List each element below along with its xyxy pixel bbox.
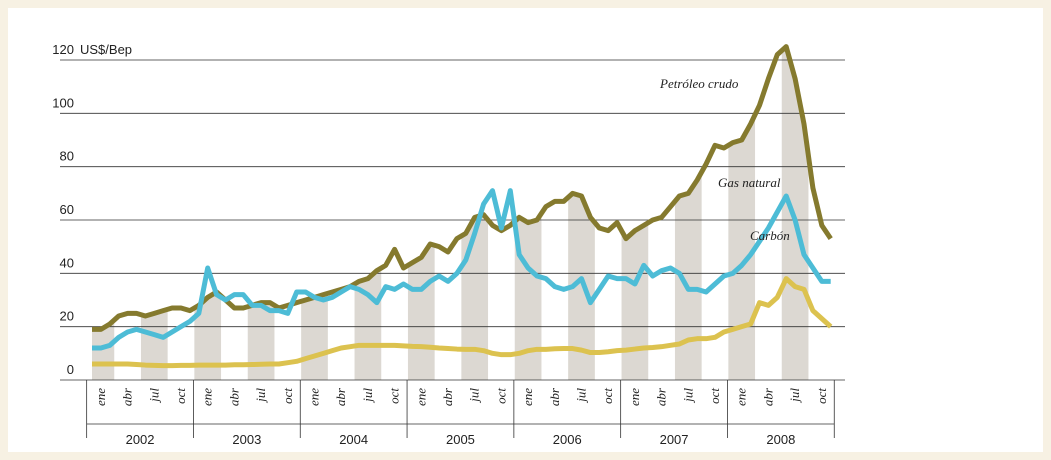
x-tick-label: ene xyxy=(200,388,215,406)
x-tick-label: jul xyxy=(680,388,695,404)
y-tick-label: 100 xyxy=(52,95,74,110)
x-tick-label: oct xyxy=(600,388,615,404)
y-tick-label: 40 xyxy=(60,255,74,270)
x-tick-label: abr xyxy=(547,387,562,406)
x-tick-label: jul xyxy=(574,388,589,404)
x-tick-label: ene xyxy=(734,388,749,406)
y-tick-label: 80 xyxy=(60,149,74,164)
x-tick-label: ene xyxy=(413,388,428,406)
series-line xyxy=(92,276,833,369)
x-tick-label: jul xyxy=(787,388,802,404)
x-tick-label: jul xyxy=(253,388,268,404)
year-label: 2003 xyxy=(232,432,261,447)
x-tick-label: abr xyxy=(654,387,669,406)
x-tick-label: ene xyxy=(627,388,642,406)
year-label: 2002 xyxy=(126,432,155,447)
x-tick-label: oct xyxy=(173,388,188,404)
x-tick-label: ene xyxy=(93,388,108,406)
x-tick-label: oct xyxy=(280,388,295,404)
year-label: 2007 xyxy=(660,432,689,447)
year-label: 2004 xyxy=(339,432,368,447)
y-tick-label: 20 xyxy=(60,309,74,324)
x-tick-label: abr xyxy=(120,387,135,406)
series-label: Petróleo crudo xyxy=(659,76,739,91)
y-tick-label: 0 xyxy=(67,362,74,377)
year-label: 2008 xyxy=(766,432,795,447)
x-tick-label: abr xyxy=(440,387,455,406)
x-tick-label: abr xyxy=(226,387,241,406)
x-tick-label: abr xyxy=(333,387,348,406)
y-tick-label: 120 xyxy=(52,42,74,57)
y-unit: US$/Bep xyxy=(80,42,132,57)
x-tick-label: oct xyxy=(387,388,402,404)
x-tick-label: oct xyxy=(493,388,508,404)
x-tick-label: ene xyxy=(307,388,322,406)
y-tick-label: 60 xyxy=(60,202,74,217)
x-tick-label: jul xyxy=(467,388,482,404)
year-label: 2005 xyxy=(446,432,475,447)
x-tick-label: oct xyxy=(814,388,829,404)
x-tick-label: abr xyxy=(760,387,775,406)
series-line xyxy=(92,188,831,351)
year-label: 2006 xyxy=(553,432,582,447)
x-tick-label: oct xyxy=(707,388,722,404)
series-label: Carbón xyxy=(750,228,790,243)
x-tick-label: ene xyxy=(520,388,535,406)
x-tick-label: jul xyxy=(360,388,375,404)
series-label: Gas natural xyxy=(718,175,781,190)
x-tick-label: jul xyxy=(146,388,161,404)
